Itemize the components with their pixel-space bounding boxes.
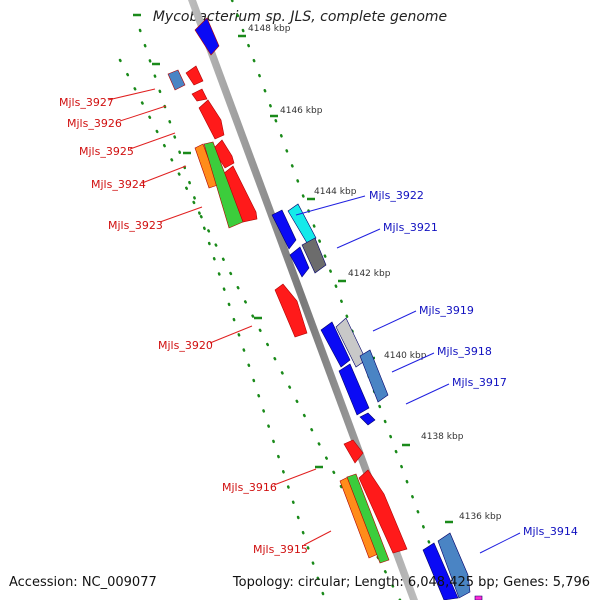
gene-small-blue-block[interactable] — [359, 412, 376, 426]
gene-mjls-3919-block[interactable] — [320, 321, 351, 368]
dotted-guides — [118, 0, 452, 600]
gene-green-block-upper — [203, 141, 244, 229]
gene-magenta-sliver — [474, 595, 483, 600]
plus-gene-labels: Mjls_3922 Mjls_3921 Mjls_3919 Mjls_3918 … — [369, 189, 578, 538]
gene-mjls-3920-block[interactable] — [274, 283, 308, 338]
gene-mjls-3921-block[interactable] — [289, 246, 310, 278]
kbp-4140: 4140 kbp — [384, 351, 427, 361]
gene-label-mjls-3926[interactable]: Mjls_3926 — [67, 117, 122, 130]
inner-dotted-line-right — [230, 0, 452, 600]
gene-blue-block-bottom[interactable] — [422, 542, 459, 600]
gene-mjls-3925-block[interactable] — [198, 99, 225, 140]
accession-text: Accession: NC_009077 — [9, 575, 157, 590]
gene-label-mjls-3923[interactable]: Mjls_3923 — [108, 219, 163, 232]
minus-strand-genes — [167, 17, 408, 564]
gene-label-mjls-3927[interactable]: Mjls_3927 — [59, 96, 114, 109]
plus-strand-genes — [271, 203, 483, 600]
gene-mjls-3927-block[interactable] — [185, 65, 204, 86]
gene-mjls-3926-block[interactable] — [191, 88, 208, 102]
gene-mjls-3914-block[interactable] — [437, 532, 471, 599]
gene-label-mjls-3921[interactable]: Mjls_3921 — [383, 221, 438, 234]
gene-label-mjls-3919[interactable]: Mjls_3919 — [419, 304, 474, 317]
gene-mjls-3922-block[interactable] — [271, 209, 297, 250]
gene-mjls-3917-block[interactable] — [359, 349, 389, 403]
gene-label-mjls-3920[interactable]: Mjls_3920 — [158, 339, 213, 352]
gene-label-mjls-3915[interactable]: Mjls_3915 — [253, 543, 308, 556]
kbp-labels: 4148 kbp 4146 kbp 4144 kbp 4142 kbp 4140… — [248, 24, 502, 522]
gene-label-mjls-3924[interactable]: Mjls_3924 — [91, 178, 146, 191]
kbp-4146: 4146 kbp — [280, 106, 323, 116]
tick-marks — [133, 13, 453, 524]
gene-cyan-block[interactable] — [287, 203, 317, 244]
gene-mjls-3918-block[interactable] — [338, 363, 370, 416]
kbp-4144: 4144 kbp — [314, 187, 357, 197]
gene-darkgray-block[interactable] — [301, 237, 327, 274]
kbp-4148: 4148 kbp — [248, 24, 291, 34]
gene-blue-block-top[interactable] — [194, 17, 220, 56]
gene-label-mjls-3925[interactable]: Mjls_3925 — [79, 145, 134, 158]
outer-dotted-line — [118, 58, 402, 600]
gene-label-mjls-3922[interactable]: Mjls_3922 — [369, 189, 424, 202]
minus-gene-labels: Mjls_3927 Mjls_3926 Mjls_3925 Mjls_3924 … — [59, 96, 308, 556]
gene-steelblue-block-top[interactable] — [167, 69, 186, 91]
gene-label-mjls-3914[interactable]: Mjls_3914 — [523, 525, 578, 538]
gene-label-mjls-3916[interactable]: Mjls_3916 — [222, 481, 277, 494]
gene-label-mjls-3917[interactable]: Mjls_3917 — [452, 376, 507, 389]
kbp-4138: 4138 kbp — [421, 432, 464, 442]
kbp-4136: 4136 kbp — [459, 512, 502, 522]
gene-mjls-3916-block[interactable] — [343, 439, 364, 464]
label-leader-lines — [107, 88, 521, 554]
gene-mjls-3915-block[interactable] — [358, 469, 408, 554]
topology-summary: Topology: circular; Length: 6,048,425 bp… — [232, 575, 590, 590]
map-title: Mycobacterium sp. JLS, complete genome — [152, 9, 448, 25]
kbp-4142: 4142 kbp — [348, 269, 391, 279]
gene-label-mjls-3918[interactable]: Mjls_3918 — [437, 345, 492, 358]
gene-green-block-lower — [346, 473, 390, 564]
gene-mjls-3924-block[interactable] — [212, 139, 235, 169]
